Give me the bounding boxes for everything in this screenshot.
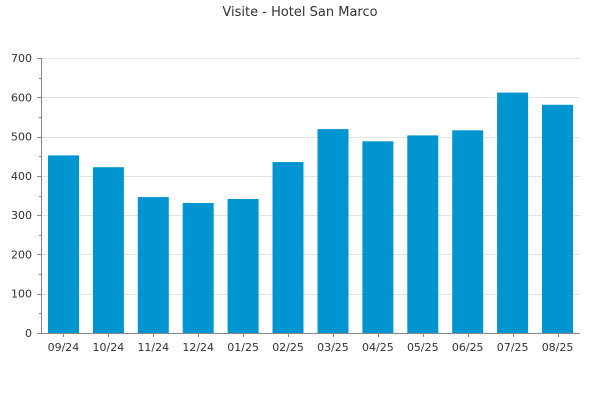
bar bbox=[452, 130, 484, 333]
gridlines bbox=[41, 58, 580, 295]
chart-title: Visite - Hotel San Marco bbox=[222, 5, 377, 20]
bar bbox=[227, 199, 259, 333]
axes bbox=[37, 58, 580, 337]
x-tick-label: 10/24 bbox=[93, 341, 125, 354]
y-tick-labels: 0 100 200 300 400 500 600 700 bbox=[11, 52, 32, 340]
y-tick-label: 200 bbox=[11, 248, 32, 261]
x-tick-label: 02/25 bbox=[272, 341, 304, 354]
x-tick-label: 12/24 bbox=[182, 341, 214, 354]
x-tick-label: 04/25 bbox=[362, 341, 394, 354]
x-tick-label: 06/25 bbox=[452, 341, 484, 354]
x-tick-label: 03/25 bbox=[317, 341, 349, 354]
bar bbox=[137, 197, 169, 333]
x-tick-labels: 09/24 10/24 11/24 12/24 01/25 02/25 03/25 04/25… bbox=[48, 341, 574, 354]
bar bbox=[48, 155, 79, 333]
bars bbox=[48, 92, 573, 334]
y-tick-label: 300 bbox=[11, 209, 32, 222]
bar bbox=[362, 141, 394, 333]
bar bbox=[317, 129, 349, 333]
bar bbox=[182, 203, 214, 333]
bar bbox=[272, 162, 304, 333]
y-tick-label: 700 bbox=[11, 52, 32, 65]
bar bbox=[542, 104, 573, 334]
y-tick-label: 0 bbox=[25, 327, 32, 340]
x-tick-label: 07/25 bbox=[497, 341, 529, 354]
x-tick-label: 01/25 bbox=[227, 341, 259, 354]
x-tick-label: 05/25 bbox=[407, 341, 439, 354]
y-tick-label: 400 bbox=[11, 170, 32, 183]
x-tick-label: 09/24 bbox=[48, 341, 80, 354]
bar bbox=[407, 135, 439, 333]
x-tick-label: 08/25 bbox=[542, 341, 574, 354]
x-tick-label: 11/24 bbox=[137, 341, 169, 354]
y-tick-label: 500 bbox=[11, 131, 32, 144]
y-tick-label: 600 bbox=[11, 91, 32, 104]
y-tick-label: 100 bbox=[11, 288, 32, 301]
bar bbox=[497, 92, 529, 333]
bar bbox=[92, 167, 124, 333]
